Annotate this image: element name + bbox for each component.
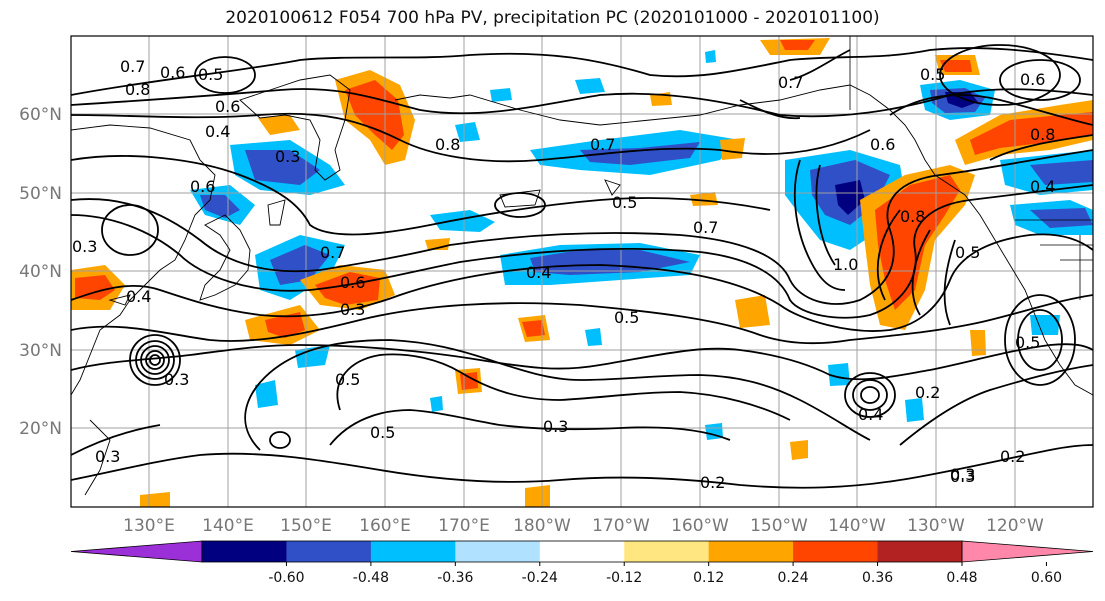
- contour-label: 1.0: [833, 255, 858, 274]
- contour-label: 0.5: [612, 193, 637, 212]
- contour-label: 0.5: [955, 243, 980, 262]
- colorbar-segment: [202, 541, 287, 562]
- contour-label: 0.3: [72, 237, 97, 256]
- contour-label: 0.5: [370, 423, 395, 442]
- contour-label: 0.8: [900, 207, 925, 226]
- lon-label: 150°W: [750, 516, 808, 536]
- map-frame: [70, 35, 1094, 508]
- contour-label: 0.6: [1020, 70, 1045, 89]
- colorbar-segment: [539, 541, 625, 562]
- lat-label: 50°N: [19, 184, 62, 204]
- contour-label: 0.7: [320, 243, 345, 262]
- lon-label: 160°W: [671, 516, 729, 536]
- contour-label: 0.3: [950, 465, 975, 484]
- contour-label: 0.7: [590, 135, 615, 154]
- contour-label: 0.7: [120, 57, 145, 76]
- coastlines: [71, 74, 1093, 496]
- contour-label: 0.2: [700, 473, 725, 492]
- contour-label: 0.4: [526, 263, 551, 282]
- contour-label: 0.3: [950, 467, 975, 486]
- lon-label: 180°W: [513, 516, 571, 536]
- colorbar-tick-label: 0.36: [862, 570, 893, 586]
- colorbar-segment: [624, 541, 710, 562]
- longitude-labels: 130°E 140°E 150°E 160°E 170°E 180°W 170°…: [123, 516, 1044, 536]
- lat-label: 30°N: [19, 341, 62, 361]
- contour-label: 0.8: [435, 135, 460, 154]
- contour-label: 0.3: [275, 147, 300, 166]
- colorbar: -0.60 -0.48 -0.36 -0.24 -0.12 0.12 0.24 0.36 0.4…: [70, 540, 1094, 586]
- latitude-labels: 60°N 50°N 40°N 30°N 20°N: [19, 105, 62, 439]
- contour-label: 0.5: [1015, 333, 1040, 352]
- colorbar-tick-label: -0.48: [353, 570, 389, 586]
- lon-label: 170°W: [592, 516, 650, 536]
- contour-label: 0.7: [778, 73, 803, 92]
- contour-label: 0.6: [215, 97, 240, 116]
- contour-label: 0.8: [1030, 125, 1055, 144]
- colorbar-segment: [793, 541, 879, 562]
- contour-label: 0.5: [920, 65, 945, 84]
- contour-label: 0.5: [335, 370, 360, 389]
- colorbar-segment: [877, 541, 963, 562]
- contour-label: 0.4: [205, 122, 230, 141]
- contour-label: 0.4: [858, 405, 883, 424]
- colorbar-tick-label: 0.48: [946, 570, 977, 586]
- colorbar-tick-label: -0.24: [522, 570, 558, 586]
- lat-label: 60°N: [19, 105, 62, 125]
- colorbar-tick-label: -0.12: [606, 570, 642, 586]
- colorbar-tick-label: -0.60: [268, 570, 304, 586]
- lon-label: 170°E: [438, 516, 490, 536]
- colorbar-tick-label: 0.12: [693, 570, 724, 586]
- lat-label: 20°N: [19, 419, 62, 439]
- colorbar-segment: [286, 541, 372, 562]
- contour-label: 0.3: [164, 370, 189, 389]
- colorbar-low-extension: [70, 540, 203, 563]
- contour-label: 0.4: [126, 287, 151, 306]
- lon-label: 130°E: [123, 516, 175, 536]
- colorbar-segment: [370, 541, 456, 562]
- lon-label: 150°E: [280, 516, 332, 536]
- lon-label: 130°W: [907, 516, 965, 536]
- contour-labels: 0.7 0.6 0.5 0.8 0.6 0.4 0.3 0.6 0.8 0.7 …: [72, 57, 1055, 492]
- contour-label: 0.6: [340, 273, 365, 292]
- contour-label: 0.5: [198, 65, 223, 84]
- contour-label: 0.6: [160, 63, 185, 82]
- contour-label: 0.3: [95, 447, 120, 466]
- colorbar-tick-label: -0.36: [437, 570, 473, 586]
- contour-label: 0.4: [1030, 177, 1055, 196]
- map-plot-area: 0.7 0.6 0.5 0.8 0.6 0.4 0.3 0.6 0.8 0.7 …: [71, 36, 1093, 507]
- contour-label: 0.3: [543, 417, 568, 436]
- borders: [849, 36, 1093, 300]
- lon-label: 160°E: [359, 516, 411, 536]
- contour-label: 0.2: [915, 383, 940, 402]
- lon-label: 140°E: [202, 516, 254, 536]
- contour-label: 0.5: [614, 308, 639, 327]
- contour-label: 0.6: [870, 135, 895, 154]
- colorbar-tick-label: 0.60: [1031, 570, 1062, 586]
- contour-label: 0.2: [1000, 447, 1025, 466]
- colorbar-tick-label: 0.24: [778, 570, 809, 586]
- lon-label: 140°W: [828, 516, 886, 536]
- lat-label: 40°N: [19, 262, 62, 282]
- contour-label: 0.6: [190, 177, 215, 196]
- colorbar-high-extension: [961, 540, 1094, 563]
- contour-label: 0.3: [340, 300, 365, 319]
- map-title: 2020100612 F054 700 hPa PV, precipitatio…: [225, 8, 880, 28]
- lon-label: 120°W: [986, 516, 1044, 536]
- colorbar-segment: [708, 541, 794, 562]
- contour-label: 0.7: [693, 218, 718, 237]
- colorbar-frame: [201, 540, 963, 563]
- pv-contours: [71, 44, 1093, 489]
- contour-label: 0.8: [125, 80, 150, 99]
- colorbar-segment: [455, 541, 541, 562]
